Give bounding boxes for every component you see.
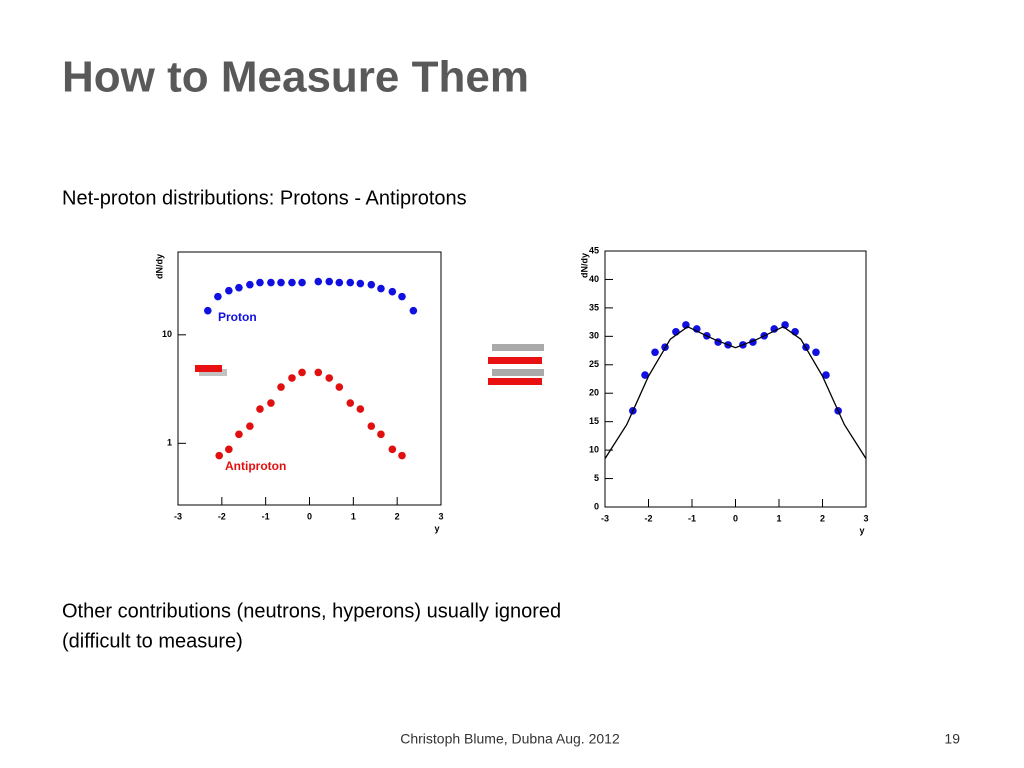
x-tick-label: 3 <box>438 511 443 521</box>
data-point <box>225 286 233 295</box>
data-point <box>235 283 243 292</box>
y-tick-label: 1 <box>167 438 172 448</box>
data-point <box>288 374 296 382</box>
x-tick-label: 0 <box>307 511 312 521</box>
y-tick-label: 5 <box>594 473 599 483</box>
plot-frame <box>604 250 867 508</box>
data-point <box>388 445 397 454</box>
data-point <box>256 278 264 287</box>
y-tick-label: 0 <box>594 501 599 511</box>
plot-frame <box>177 251 442 506</box>
data-point <box>267 278 275 287</box>
data-point <box>267 399 275 407</box>
data-point <box>367 422 376 430</box>
x-axis-label: y <box>434 523 439 533</box>
data-point <box>377 430 385 439</box>
body-text: Other contributions (neutrons, hyperons)… <box>62 600 561 622</box>
x-tick-label: 2 <box>395 511 400 521</box>
y-axis-label: dN/dy <box>154 254 164 279</box>
y-tick-label: 30 <box>589 331 599 341</box>
data-point <box>298 368 306 377</box>
data-point <box>225 445 233 454</box>
data-point <box>325 277 334 286</box>
data-point <box>812 348 820 357</box>
data-point <box>346 399 355 407</box>
x-tick-label: -3 <box>174 511 182 521</box>
data-point <box>377 284 385 293</box>
x-axis-label: y <box>859 525 864 535</box>
y-tick-label: 20 <box>589 388 599 398</box>
equals-sign <box>488 344 544 385</box>
x-tick-label: 1 <box>351 511 356 521</box>
page-number: 19 <box>944 731 960 747</box>
x-tick-label: -1 <box>688 513 696 523</box>
x-tick-label: -2 <box>218 511 226 521</box>
y-tick-label: 15 <box>589 416 599 426</box>
series-label: Antiproton <box>225 459 286 473</box>
body-text: (difficult to measure) <box>62 630 243 652</box>
data-point <box>215 451 224 460</box>
x-tick-label: 1 <box>776 513 781 523</box>
x-tick-label: -3 <box>601 513 609 523</box>
x-tick-label: 0 <box>733 513 738 523</box>
minus-sign <box>195 365 227 376</box>
subtitle: Net-proton distributions: Protons - Anti… <box>62 187 467 209</box>
data-point <box>256 405 264 413</box>
data-point <box>335 278 344 287</box>
data-point <box>367 280 376 289</box>
data-point <box>246 280 254 289</box>
x-tick-label: -1 <box>262 511 270 521</box>
footer: Christoph Blume, Dubna Aug. 2012 <box>400 731 620 747</box>
y-tick-label: 40 <box>589 274 599 284</box>
data-point <box>204 306 212 315</box>
y-tick-label: 45 <box>589 245 599 255</box>
data-point <box>388 287 397 296</box>
data-point <box>314 368 323 377</box>
data-point <box>298 278 306 287</box>
series-label: Proton <box>218 310 257 324</box>
y-tick-label: 25 <box>589 359 599 369</box>
data-point <box>641 371 649 379</box>
y-tick-label: 35 <box>589 302 599 312</box>
data-point <box>288 278 296 287</box>
y-axis-label: dN/dy <box>579 253 589 278</box>
y-tick-label: 10 <box>162 329 172 339</box>
data-point <box>651 348 659 357</box>
data-point <box>356 405 365 413</box>
data-point <box>325 374 334 382</box>
data-point <box>235 430 243 439</box>
data-point <box>277 278 285 287</box>
data-point <box>356 279 365 288</box>
data-point <box>214 292 222 301</box>
x-tick-label: -2 <box>644 513 652 523</box>
y-tick-label: 10 <box>589 444 599 454</box>
data-point <box>335 383 344 391</box>
data-point <box>346 278 355 287</box>
data-point <box>398 292 406 301</box>
data-point <box>398 451 406 460</box>
data-point <box>246 422 254 430</box>
slide-title: How to Measure Them <box>62 53 529 102</box>
data-point <box>314 277 323 286</box>
data-point <box>277 383 285 391</box>
fit-curve <box>604 325 867 459</box>
x-tick-label: 2 <box>820 513 825 523</box>
x-tick-label: 3 <box>863 513 868 523</box>
data-point <box>822 371 830 379</box>
data-point <box>409 306 418 315</box>
